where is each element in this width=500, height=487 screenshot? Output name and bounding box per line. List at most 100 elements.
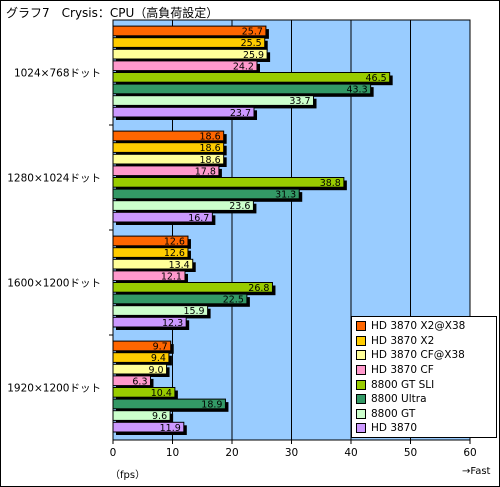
bar-value-label: 26.8 (248, 283, 269, 294)
bar-value-label: 24.2 (233, 61, 254, 72)
bar-value-label: 23.7 (230, 108, 251, 119)
legend-swatch (356, 408, 366, 419)
legend-label: HD 3870 (371, 422, 418, 435)
legend-label: 8800 GT SLI (371, 378, 435, 391)
bar (112, 153, 225, 165)
legend-swatch (356, 394, 366, 405)
bar (112, 258, 194, 270)
bar-value-label: 17.8 (195, 166, 216, 177)
legend-swatch (356, 350, 366, 361)
bar-value-label: 18.6 (200, 132, 221, 143)
legend: HD 3870 X2@X38 HD 3870 X2 HD 3870 CF@X38 HD… (351, 316, 497, 438)
x-tick-label: 40 (344, 447, 357, 459)
category-label: 1280×1024ドット (7, 173, 101, 185)
x-tick-label: 50 (404, 447, 417, 459)
x-tick-label: 60 (463, 447, 476, 459)
bar (112, 375, 151, 387)
category-label: 1920×1200ドット (7, 383, 101, 395)
bar (112, 142, 225, 153)
legend-item: HD 3870 X2@X38 (356, 319, 492, 334)
bar (112, 72, 391, 83)
category-label: 1024×768ドット (14, 68, 101, 80)
bar-value-label: 23.6 (229, 201, 250, 212)
x-tick-label: 0 (110, 447, 117, 459)
bar-value-label: 9.0 (148, 365, 163, 376)
legend-swatch (356, 423, 366, 434)
legend-item: 8800 Ultra (356, 392, 492, 407)
bar (112, 247, 189, 258)
bar (112, 387, 176, 398)
bar (112, 235, 189, 247)
legend-label: HD 3870 CF@X38 (371, 349, 465, 362)
bar-value-label: 22.5 (223, 295, 244, 306)
legend-swatch (356, 365, 366, 376)
legend-item: 8800 GT (356, 407, 492, 422)
legend-item: HD 3870 CF (356, 363, 492, 378)
bar-value-label: 31.3 (275, 190, 296, 201)
bar-value-label: 12.1 (161, 271, 182, 282)
x-tick-label: 30 (285, 447, 298, 459)
bar (112, 398, 226, 410)
bar (112, 352, 170, 363)
category-label: 1600×1200ドット (7, 278, 101, 290)
bar (112, 200, 254, 211)
bar (112, 363, 168, 375)
bar (112, 293, 248, 305)
bar-value-label: 46.5 (366, 73, 387, 84)
bar-value-label: 15.9 (183, 306, 204, 317)
legend-label: HD 3870 X2@X38 (371, 320, 466, 333)
bar-value-label: 33.7 (289, 96, 310, 107)
bar (112, 48, 268, 60)
bar (112, 177, 345, 188)
bar-value-label: 18.9 (201, 400, 222, 411)
x-tick-label: 10 (166, 447, 179, 459)
x-tick-label: 20 (225, 447, 238, 459)
legend-item: HD 3870 X2 (356, 334, 492, 349)
bar-value-label: 11.9 (160, 423, 181, 434)
bar-value-label: 6.3 (132, 376, 147, 387)
x-axis-direction-label: →Fast (462, 466, 491, 477)
legend-label: 8800 Ultra (371, 393, 427, 406)
bar-value-label: 12.6 (164, 237, 185, 248)
bar (112, 165, 220, 177)
legend-label: HD 3870 CF (371, 364, 434, 377)
bar-value-label: 13.4 (169, 260, 190, 271)
bar-value-label: 25.5 (241, 38, 262, 49)
bar (112, 106, 255, 118)
bar (112, 270, 186, 282)
legend-swatch (356, 321, 366, 332)
bar (112, 316, 187, 328)
bar (112, 282, 273, 293)
legend-swatch (356, 335, 366, 346)
legend-swatch (356, 379, 366, 390)
bar (112, 83, 372, 95)
bar (112, 305, 209, 316)
bar-value-label: 12.6 (164, 248, 185, 259)
bar-value-label: 9.7 (153, 342, 168, 353)
bar-value-label: 25.9 (243, 50, 264, 61)
bar-value-label: 25.7 (242, 27, 263, 38)
bar-value-label: 38.8 (320, 178, 341, 189)
bar (112, 340, 172, 352)
bar-value-label: 10.4 (151, 388, 172, 399)
bar-value-label: 18.6 (200, 143, 221, 154)
bar-value-label: 12.3 (162, 318, 183, 329)
bar (112, 188, 300, 200)
x-axis-unit-label: （fps） (110, 470, 146, 481)
bar-value-label: 16.7 (188, 213, 209, 224)
bar-value-label: 9.4 (151, 353, 166, 364)
bar (112, 25, 267, 37)
legend-label: HD 3870 X2 (371, 334, 435, 347)
legend-item: HD 3870 CF@X38 (356, 348, 492, 363)
bar (112, 130, 225, 142)
bar-value-label: 18.6 (200, 155, 221, 166)
chart-title: グラフ7 Crysis：CPU（高負荷設定） (6, 6, 219, 20)
bar-value-label: 9.6 (152, 411, 167, 422)
bar (112, 421, 185, 433)
legend-item: 8800 GT SLI (356, 377, 492, 392)
bar (112, 60, 258, 72)
legend-label: 8800 GT (371, 407, 416, 420)
bar (112, 37, 266, 48)
legend-item: HD 3870 (356, 421, 492, 436)
bar-value-label: 43.3 (346, 85, 367, 96)
